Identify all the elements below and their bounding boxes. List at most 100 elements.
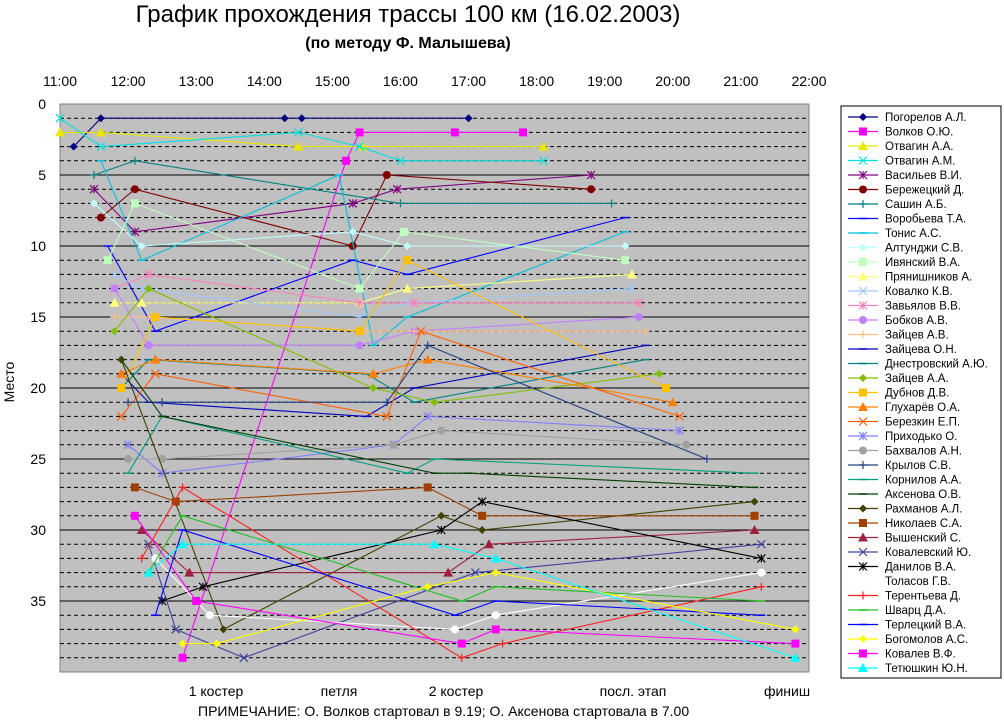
data-point [110, 269, 119, 279]
x-tick-label: 17:00 [451, 73, 486, 89]
data-point [586, 170, 596, 180]
data-point [137, 284, 147, 294]
x-tick-label: 18:00 [519, 73, 554, 89]
legend-item: Крылов С.В. [848, 460, 951, 472]
legend-item: Николаев С.А. [848, 518, 962, 530]
checkpoint-label: 1 костер [189, 683, 244, 699]
data-point [144, 284, 153, 293]
data-point [130, 156, 139, 165]
data-point [116, 368, 127, 378]
legend-label: Данилов В.А. [885, 562, 956, 574]
data-point [130, 185, 139, 194]
series-19 [110, 284, 664, 407]
data-point [457, 639, 466, 648]
legend-item: Данилов В.А. [848, 562, 956, 574]
legend-marker [858, 301, 868, 310]
data-point [124, 455, 133, 463]
legend-label: Шварц Д.А. [885, 605, 946, 617]
legend-item: Завьялов В.В. [848, 301, 961, 313]
series-34 [137, 483, 766, 662]
legend-marker [859, 649, 867, 658]
data-point [791, 625, 800, 634]
legend-label: Крылов С.В. [885, 460, 951, 472]
data-point [117, 355, 126, 364]
data-point [667, 397, 678, 407]
legend-label: Сашин А.Б. [885, 199, 947, 211]
legend-item: Прянишников А. [848, 271, 972, 284]
data-point [483, 539, 494, 549]
data-point [437, 426, 446, 435]
y-tick-label: 25 [30, 451, 46, 467]
y-tick-label: 15 [30, 309, 46, 325]
series-4 [55, 113, 548, 166]
series-29 [130, 483, 759, 520]
data-point [117, 384, 126, 392]
data-point [675, 426, 685, 436]
data-point [436, 525, 446, 535]
data-point [150, 354, 161, 364]
data-point [341, 156, 350, 165]
series-33 [151, 554, 766, 634]
x-tick-label: 19:00 [587, 73, 622, 89]
legend-label: Отвагин А.М. [885, 156, 955, 168]
data-point [519, 128, 528, 137]
x-tick-label: 16:00 [383, 73, 418, 89]
data-point [756, 553, 766, 563]
data-point [69, 142, 78, 151]
data-point [539, 156, 548, 166]
data-point [464, 114, 473, 123]
legend-item: Рахманов А.Л. [848, 504, 962, 516]
data-point [750, 497, 759, 506]
data-point [130, 483, 139, 492]
legend-marker [858, 286, 868, 296]
data-point [158, 398, 167, 407]
y-ticks: 0 5 10 15 20 25 30 35 [30, 96, 46, 609]
legend-item: Вышенский С. [848, 532, 961, 545]
series-7 [90, 156, 616, 208]
legend-label: Приходько О. [885, 431, 957, 443]
y-axis-label: Место [1, 361, 17, 402]
data-point [178, 639, 187, 648]
data-point [151, 313, 160, 321]
legend-marker [859, 446, 867, 455]
series-16 [110, 313, 650, 336]
data-point [409, 298, 419, 308]
legend-label: Бережецкий Д. [885, 185, 964, 197]
data-point [396, 199, 405, 208]
legend-marker [859, 330, 867, 339]
legend-label: Зайцев А.А. [885, 373, 949, 385]
checkpoint-label: финиш [764, 683, 810, 699]
data-point [478, 526, 487, 534]
data-point [790, 652, 801, 662]
data-point [151, 554, 160, 563]
y-tick-label: 0 [38, 96, 46, 112]
data-point [144, 341, 153, 350]
legend-label: Воробьева Т.А. [885, 214, 966, 226]
data-point [498, 639, 507, 648]
data-point [430, 398, 439, 407]
data-point [682, 440, 691, 449]
data-point [355, 312, 365, 322]
legend-marker [859, 519, 867, 527]
legend-label: Днестровский А.Ю. [885, 359, 988, 371]
legend-marker [859, 185, 867, 194]
legend-marker [859, 258, 867, 266]
legend-item: Сашин А.Б. [848, 199, 947, 211]
legend-label: Аксенова О.В. [885, 489, 961, 501]
data-point [293, 127, 303, 137]
data-point [110, 313, 119, 321]
data-point [124, 398, 133, 407]
legend-label: Ковалев В.Ф. [885, 649, 956, 661]
data-point [205, 611, 214, 620]
data-point [662, 384, 671, 392]
legend-item: Воробьева Т.А. [848, 214, 966, 226]
legend-label: Бобков А.В. [885, 315, 948, 327]
legend-item: Богомолов А.С. [848, 634, 968, 646]
x-tick-label: 12:00 [111, 73, 146, 89]
legend-marker [859, 591, 867, 600]
legend-label: Погорелов А.Л. [885, 112, 967, 124]
data-point [423, 582, 432, 591]
legend-marker [859, 635, 867, 643]
legend-label: Тетюшкин Ю.Н. [885, 663, 968, 675]
legend-item: Зайцев А.В. [848, 330, 949, 342]
